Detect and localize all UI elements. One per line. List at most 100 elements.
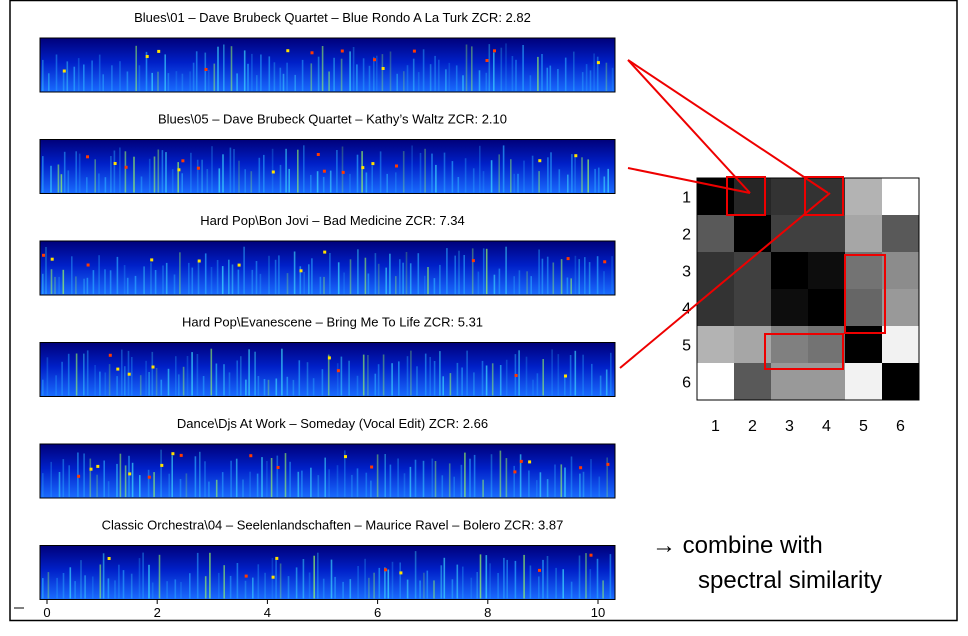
spectrogram-texture [438,59,440,91]
link [619,192,831,369]
spectrogram-texture [128,472,132,476]
spectrogram-texture [510,159,512,193]
spectrogram-texture [367,273,370,294]
spectrogram-texture [263,154,265,193]
spectrogram-texture [98,255,100,294]
spectrogram-background [39,342,616,397]
spectrogram-texture [349,259,352,294]
col-label: 5 [859,418,868,435]
spectrogram-texture [42,156,44,193]
spectrogram-texture [340,49,344,53]
spectrogram-texture [440,565,443,599]
spectrogram-texture [566,277,569,294]
row-label: 2 [682,227,691,244]
matrix-cell [697,215,735,253]
col-label: 4 [822,418,831,435]
spectrogram-texture [221,472,224,497]
spectrogram-texture [603,260,607,264]
spectrogram-texture [606,462,610,466]
spectrogram-texture [61,361,63,396]
spectrogram-texture [457,177,460,193]
spectrogram-texture [389,51,392,91]
matrix-cell [845,289,883,327]
spectrogram-texture [248,349,250,396]
spectrogram-texture [455,65,458,91]
spectrogram-texture [451,161,454,193]
spectrogram-texture [537,56,539,91]
spectrogram-texture [58,472,61,497]
matrix-cell [882,215,920,253]
spectrogram-texture [581,157,583,193]
spectrogram-texture [126,277,129,294]
spectrogram-texture [517,173,519,193]
spectrogram-texture [255,261,258,294]
spectrogram-texture [542,559,544,599]
spectrogram-texture [62,459,65,497]
spectrogram-texture [587,159,589,193]
spectrogram-texture [578,555,581,599]
spectrogram-texture [113,162,117,165]
spectrogram-texture [490,160,493,193]
spectrogram-texture [116,463,118,497]
spectrogram-texture [57,164,60,193]
spectrogram-texture [538,159,542,163]
spectrogram-texture [161,150,164,193]
spectrogram-texture [585,553,587,599]
spectrogram-texture [502,145,505,193]
spectrogram-texture [412,49,416,53]
spectrogram-texture [596,56,599,91]
spectrogram-texture [352,47,355,91]
spectrogram-texture [491,363,494,396]
spectrogram-texture [356,468,359,497]
spectrogram-texture [298,360,301,396]
spectrogram-texture [258,157,261,193]
spectrogram-texture [145,51,148,91]
spectrogram-texture [244,169,246,193]
spectrogram-texture [605,62,608,91]
spectrogram-texture [513,276,515,294]
spectrogram-texture [142,552,144,599]
spectrogram-texture [231,264,234,294]
spectrogram-texture [398,361,400,396]
spectrogram-texture [281,348,283,396]
spectrogram-texture [611,67,614,91]
spectrogram-texture [83,353,85,396]
spectrogram-texture [155,368,158,396]
spectrogram-texture [153,472,155,497]
spectrogram-texture [130,573,133,599]
matrix-cell [697,289,735,327]
spectrogram-texture [121,349,123,396]
link [627,167,751,194]
spectrogram-texture [391,561,394,599]
spectrogram-texture [319,276,322,294]
spectrogram-texture [466,350,468,396]
spectrogram-texture [204,461,206,497]
spectrogram-texture [558,169,561,193]
highlight-box [764,333,844,370]
spectrogram-texture [143,266,145,294]
spectrogram-texture [275,378,278,396]
link [627,59,751,194]
spectrogram-texture [104,269,106,294]
spectrogram-texture [147,475,151,479]
spectrogram-texture [251,269,254,294]
spectrogram-texture [376,454,379,497]
spectrogram-texture [397,458,399,497]
spectrogram-texture [328,469,330,497]
spectrogram-texture [293,251,296,294]
spectrogram-texture [151,582,154,599]
spectrogram-texture [196,552,199,599]
spectrogram-texture [336,363,339,396]
spectrogram-texture [519,459,523,463]
spectrogram-texture [126,71,129,91]
spectrogram-texture [208,481,210,497]
matrix-cell [697,326,735,364]
spectrogram-texture [590,459,592,497]
spectrogram-texture [104,372,107,396]
spectrogram-texture [385,267,387,294]
spectrogram-texture [546,67,549,91]
spectrogram-texture [564,57,567,91]
spectrogram-texture [188,262,190,294]
spectrogram-texture [505,246,507,294]
spectrogram-texture [356,154,359,193]
